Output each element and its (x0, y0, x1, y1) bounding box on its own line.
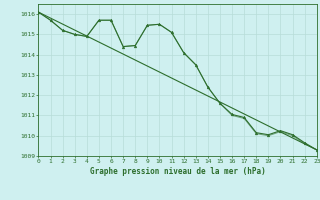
X-axis label: Graphe pression niveau de la mer (hPa): Graphe pression niveau de la mer (hPa) (90, 167, 266, 176)
